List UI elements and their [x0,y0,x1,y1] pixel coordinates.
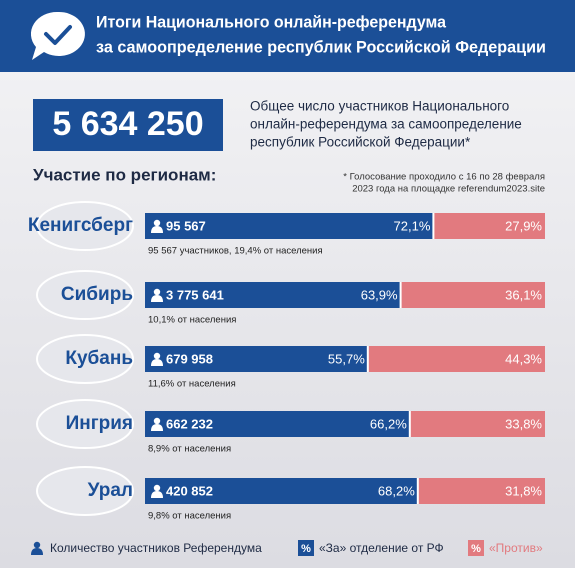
header-band [0,0,575,72]
participants: 95 567 [166,218,206,233]
person-icon [151,295,163,302]
population-note: 11,6% от населения [148,379,236,390]
title-line: Итоги Национального онлайн-референдума [96,12,447,31]
check-icon [30,11,85,60]
note: * Голосование проходило с 16 по 28 февра… [343,172,545,183]
value-label: 66,2% [370,416,407,431]
value-label: 63,9% [361,287,398,302]
participants: 662 232 [166,416,213,431]
region-name: Сибирь [61,284,133,305]
bar-segment [400,282,545,308]
legend-label: «За» отделение от РФ [319,541,444,555]
region-name: Урал [88,480,133,501]
population-note: 10,1% от населения [148,315,236,326]
legend-label: «Против» [489,541,543,555]
bar-segment [145,346,368,372]
region-silhouette [36,334,134,384]
legend-swatch [468,540,484,556]
bar-segment [145,478,418,504]
person-icon [33,541,41,549]
region-silhouette [36,399,134,449]
population-note: 8,9% от населения [148,444,231,455]
person-icon [153,484,161,492]
total-description: республик Российской Федерации* [250,135,471,150]
region-silhouette [36,270,134,320]
total-box [33,99,223,151]
bar-segment [433,213,545,239]
section-title: Участие по регионам: [33,165,216,184]
population-note: 9,8% от населения [148,511,231,522]
region-name: Кубань [65,348,133,369]
bar-segment [409,411,545,437]
total-description: онлайн-референдума за самоопределение [250,117,522,132]
bar-segment [417,478,545,504]
person-icon [31,548,43,555]
value-label: 31,8% [505,483,542,498]
bar-separator [408,411,411,437]
person-icon [151,226,163,233]
person-icon [153,288,161,296]
bar-separator [416,478,419,504]
region-name: Кенигсберг [28,215,133,236]
value-label: 68,2% [378,483,415,498]
value-label: 36,1% [505,287,542,302]
bar-segment [145,411,410,437]
value-label: 72,1% [394,218,431,233]
legend-symbol: % [471,543,481,555]
person-icon [151,491,163,498]
person-icon [153,219,161,227]
region-silhouette [36,201,134,251]
legend-symbol: % [301,543,311,555]
participants: 3 775 641 [166,287,224,302]
person-icon [151,359,163,366]
total-description: Общее число участников Национального [250,99,509,114]
value-label: 27,9% [505,218,542,233]
bar-separator [366,346,369,372]
bar-segment [145,282,401,308]
person-icon [151,424,163,431]
region-name: Ингрия [66,413,133,434]
value-label: 33,8% [505,416,542,431]
bar-segment [367,346,545,372]
person-icon [153,352,161,360]
person-icon [153,417,161,425]
note: 2023 года на площадке referendum2023.sit… [352,184,545,195]
participants: 679 958 [166,351,213,366]
population-note: 95 567 участников, 19,4% от населения [148,246,323,257]
title-line: за самоопределение республик Российской … [96,37,546,56]
total-value: 5 634 250 [52,105,203,143]
bar-separator [399,282,402,308]
participants: 420 852 [166,483,213,498]
bar-segment [145,213,434,239]
legend-swatch [298,540,314,556]
value-label: 44,3% [505,351,542,366]
value-label: 55,7% [328,351,365,366]
region-silhouette [36,466,134,516]
bar-separator [432,213,435,239]
legend-label: Количество участников Референдума [50,541,262,555]
